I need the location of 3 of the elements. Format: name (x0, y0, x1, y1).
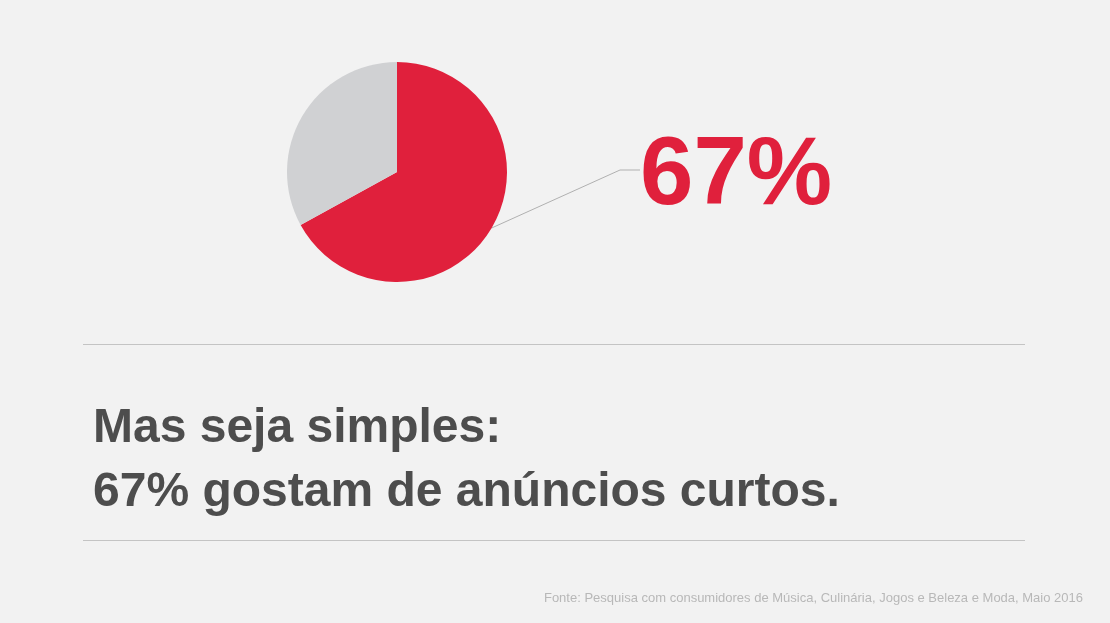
source-note: Fonte: Pesquisa com consumidores de Música, Culinária, Jogos e Beleza e Moda, Maio 2016 (543, 590, 1083, 605)
text: Mas seja simples: 67% gostam de anúncios curtos. (93, 398, 840, 516)
data-label: 67% (640, 116, 833, 224)
